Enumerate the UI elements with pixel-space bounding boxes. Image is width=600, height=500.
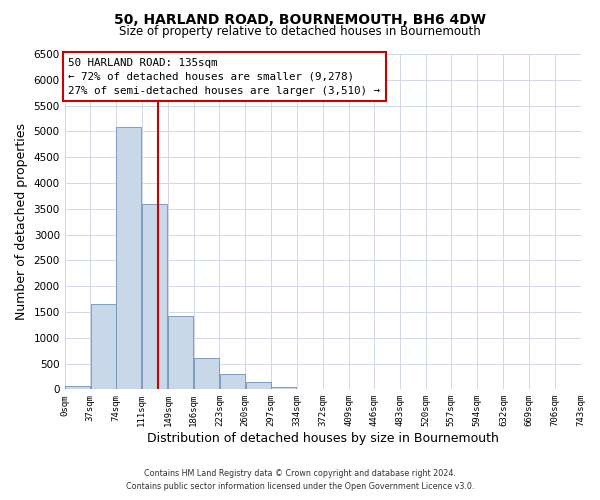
Bar bbox=[271, 387, 296, 390]
Bar bbox=[297, 389, 322, 390]
Bar bbox=[245, 382, 271, 390]
Y-axis label: Number of detached properties: Number of detached properties bbox=[15, 123, 28, 320]
Bar bbox=[91, 304, 116, 390]
Bar bbox=[194, 358, 219, 390]
Text: Size of property relative to detached houses in Bournemouth: Size of property relative to detached ho… bbox=[119, 25, 481, 38]
Bar bbox=[116, 128, 142, 390]
Text: Contains HM Land Registry data © Crown copyright and database right 2024.
Contai: Contains HM Land Registry data © Crown c… bbox=[126, 470, 474, 491]
Text: 50 HARLAND ROAD: 135sqm
← 72% of detached houses are smaller (9,278)
27% of semi: 50 HARLAND ROAD: 135sqm ← 72% of detache… bbox=[68, 58, 380, 96]
Bar bbox=[220, 374, 245, 390]
Bar bbox=[169, 316, 193, 390]
Bar bbox=[65, 386, 90, 390]
X-axis label: Distribution of detached houses by size in Bournemouth: Distribution of detached houses by size … bbox=[146, 432, 499, 445]
Text: 50, HARLAND ROAD, BOURNEMOUTH, BH6 4DW: 50, HARLAND ROAD, BOURNEMOUTH, BH6 4DW bbox=[114, 12, 486, 26]
Bar bbox=[142, 204, 167, 390]
